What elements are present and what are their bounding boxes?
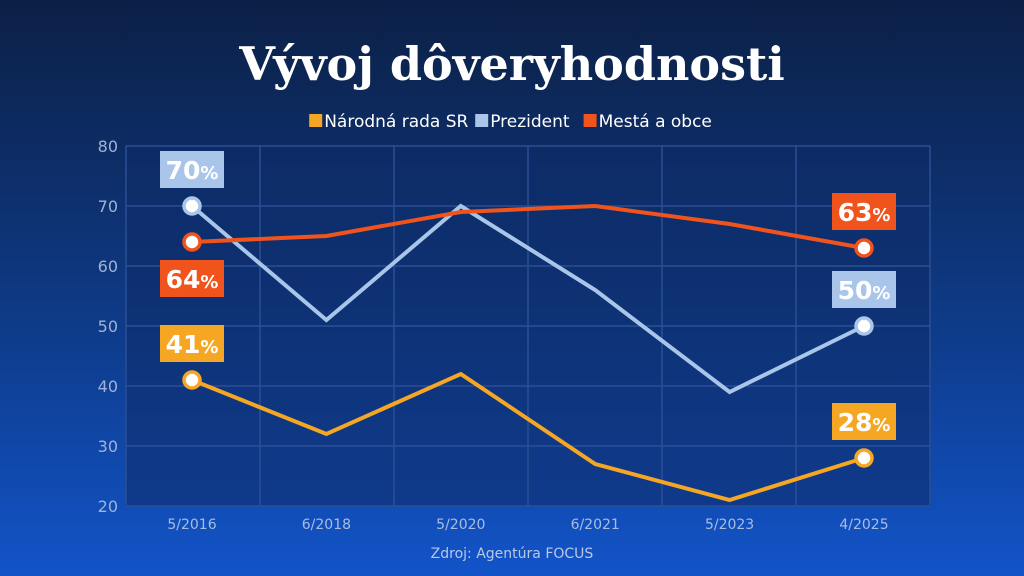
series-národná-rada-sr xyxy=(182,370,874,503)
data-point xyxy=(854,448,874,468)
legend-item: Národná rada SR xyxy=(309,112,469,132)
value-label-box xyxy=(160,325,224,362)
data-point xyxy=(854,238,874,258)
value-label-box xyxy=(832,271,896,308)
value-label-text: 41% xyxy=(166,330,219,359)
y-tick-label: 40 xyxy=(98,377,118,396)
y-tick-label: 50 xyxy=(98,317,118,336)
data-point xyxy=(182,370,202,390)
value-label-text: 63% xyxy=(838,198,891,227)
value-label-box xyxy=(160,260,224,297)
legend: Národná rada SR Prezident Mestá a obce xyxy=(309,112,712,132)
series-line xyxy=(190,203,866,395)
y-tick-label: 60 xyxy=(98,257,118,276)
x-tick-label: 4/2025 xyxy=(839,517,888,533)
legend-label: Národná rada SR xyxy=(324,112,468,132)
data-point xyxy=(182,196,202,216)
y-tick-label: 30 xyxy=(98,437,118,456)
value-label: 50% xyxy=(832,271,896,308)
x-tick-label: 6/2018 xyxy=(302,517,351,533)
value-label-box xyxy=(832,403,896,440)
series-mestá-a-obce xyxy=(182,203,874,258)
legend-swatch xyxy=(583,114,597,127)
value-label: 28% xyxy=(832,403,896,440)
y-tick-label: 80 xyxy=(98,137,118,156)
x-tick-label: 6/2021 xyxy=(571,517,620,533)
source-note: Zdroj: Agentúra FOCUS xyxy=(431,546,594,562)
series-line xyxy=(190,203,866,250)
value-label-text: 28% xyxy=(838,408,891,437)
value-label: 64% xyxy=(160,260,224,297)
value-label-text: 64% xyxy=(166,265,219,294)
value-label-text: 50% xyxy=(838,276,891,305)
y-tick-label: 20 xyxy=(98,497,118,516)
series-layer xyxy=(182,196,874,503)
value-label: 70% xyxy=(160,151,224,188)
x-axis: 5/2016 6/2018 5/2020 6/2021 5/2023 4/2025 xyxy=(167,517,888,533)
value-label: 41% xyxy=(160,325,224,362)
value-labels: 70% 64% 41% 63% 50% 28% xyxy=(160,151,896,440)
data-point xyxy=(182,232,202,252)
x-tick-label: 5/2016 xyxy=(167,517,216,533)
chart-title: Vývoj dôveryhodnosti xyxy=(238,37,784,91)
value-label-text: 70% xyxy=(166,156,219,185)
value-label-box xyxy=(832,193,896,230)
legend-item: Prezident xyxy=(475,112,570,132)
legend-label: Mestá a obce xyxy=(599,112,712,132)
data-point xyxy=(854,316,874,336)
value-label-box xyxy=(160,151,224,188)
x-tick-label: 5/2020 xyxy=(436,517,485,533)
series-line xyxy=(190,371,866,503)
x-tick-label: 5/2023 xyxy=(705,517,754,533)
y-axis: 20 30 40 50 60 70 80 xyxy=(98,137,118,516)
value-label: 63% xyxy=(832,193,896,230)
y-tick-label: 70 xyxy=(98,197,118,216)
legend-label: Prezident xyxy=(490,112,570,132)
legend-swatch xyxy=(309,114,323,127)
grid xyxy=(125,145,931,507)
legend-item: Mestá a obce xyxy=(583,112,712,132)
series-prezident xyxy=(182,196,874,395)
legend-swatch xyxy=(475,114,489,127)
